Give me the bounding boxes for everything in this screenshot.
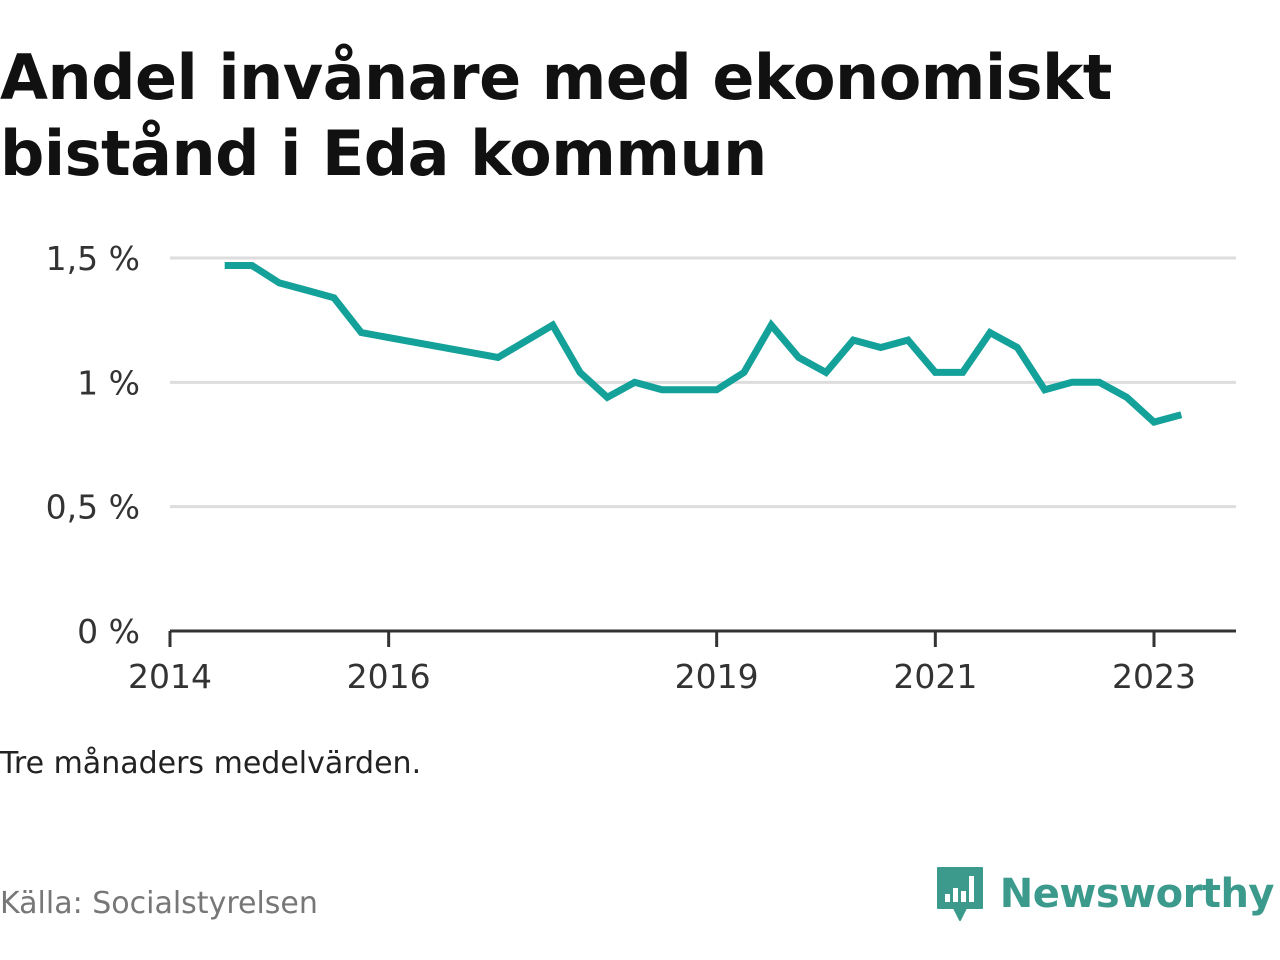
data-point [659,386,666,393]
data-point [249,262,256,269]
x-tick-label: 2016 [347,657,431,696]
x-tick-label: 2014 [128,657,212,696]
series-layer [221,262,1185,426]
data-point [768,322,775,329]
data-point [549,322,556,329]
data-point [604,394,611,401]
data-point [1123,394,1130,401]
data-point [987,329,994,336]
data-point [823,369,830,376]
data-point [905,337,912,344]
y-tick-label: 0,5 % [46,488,140,527]
y-tick-label: 1,5 % [46,239,140,278]
data-point [877,344,884,351]
data-point [932,369,939,376]
data-point [358,329,365,336]
data-point [795,354,802,361]
data-point [331,294,338,301]
x-tick-label: 2019 [675,657,759,696]
x-axis-ticks: 2014 2016 2019 2021 2023 [128,631,1196,696]
gridlines [170,256,1236,509]
data-point [221,262,228,269]
data-point [713,386,720,393]
brand-logo[interactable]: Newsworthy [934,864,1275,924]
chart-note: Tre månaders medelvärden. [0,746,422,781]
y-axis-ticks: 0 % 0,5 % 1 % 1,5 % [46,239,140,651]
bar-chart-speech-bubble-icon [936,867,983,921]
data-point [495,354,502,361]
data-point [1178,411,1185,418]
data-point [686,386,693,393]
x-tick-label: 2023 [1112,657,1196,696]
source-credit: Källa: Socialstyrelsen [0,886,318,921]
y-tick-label: 1 % [77,363,140,402]
data-point [1096,379,1103,386]
brand-name: Newsworthy [999,871,1275,917]
data-point [741,369,748,376]
data-point [959,369,966,376]
x-tick-label: 2021 [893,657,977,696]
data-point [303,287,310,294]
y-tick-label: 0 % [77,612,140,651]
data-point [577,369,584,376]
line-chart: 0 % 0,5 % 1 % 1,5 % 2014 2016 2019 2021 2023 [46,239,1236,696]
data-point [850,337,857,344]
data-point [276,279,283,286]
data-point [1014,344,1021,351]
data-point [631,379,638,386]
chart-title: Andel invånare med ekonomiskt bistånd i … [0,41,1112,190]
series-line [224,262,1183,426]
data-point [1151,419,1158,426]
data-point [1041,386,1048,393]
data-point [1069,379,1076,386]
